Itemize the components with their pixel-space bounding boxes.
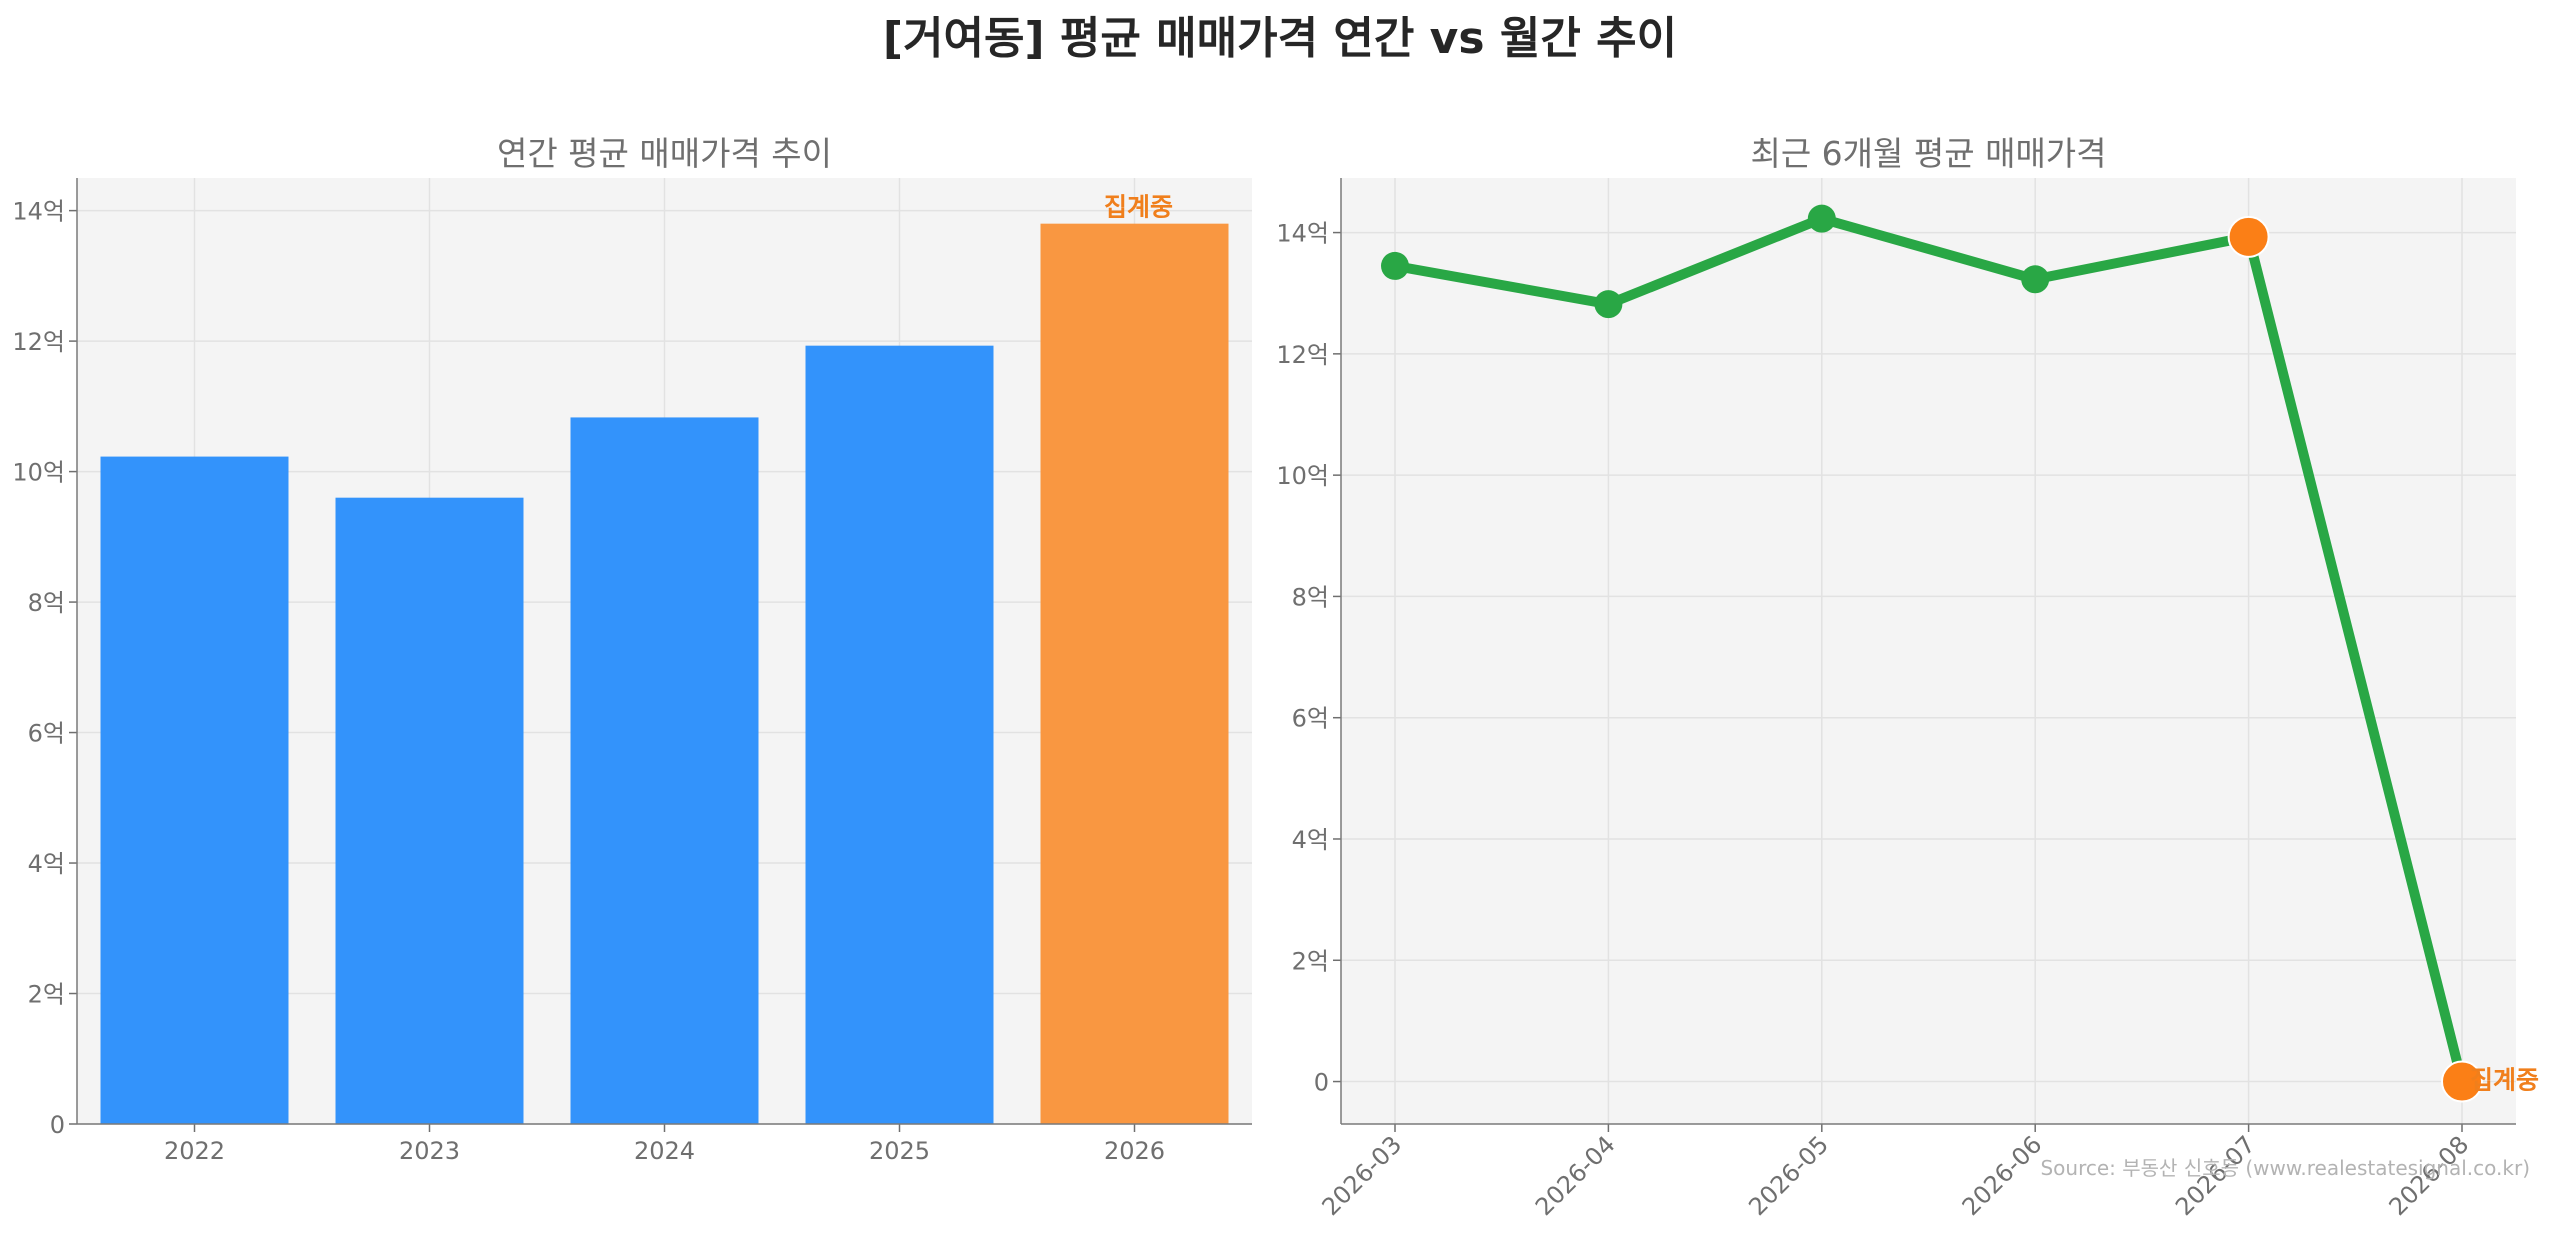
data-point-2026-05 bbox=[1807, 204, 1836, 233]
bar-2022 bbox=[100, 456, 289, 1124]
y-tick-label: 8억 bbox=[1292, 583, 1329, 611]
y-tick-label: 2억 bbox=[1292, 947, 1329, 975]
y-tick-label: 6억 bbox=[1292, 705, 1329, 733]
y-tick-label: 0 bbox=[50, 1111, 65, 1139]
x-tick-label: 2023 bbox=[399, 1137, 460, 1165]
monthly-line-chart: 2026-03 2026-04 2026-05 2026-06 2026-07집계중20… bbox=[1276, 134, 2539, 1221]
annual-bar-chart: 2022 2023 2024 2025 집계중 2026 0 2억 4억 6억 8억 10억 12억 14… bbox=[12, 134, 1252, 1165]
data-point-2026-04 bbox=[1594, 290, 1623, 319]
y-tick-label: 4억 bbox=[28, 850, 65, 878]
y-tick-label: 14억 bbox=[1276, 220, 1329, 248]
y-tick-label: 6억 bbox=[28, 720, 65, 748]
annual-chart-title: 연간 평균 매매가격 추이 bbox=[497, 134, 832, 173]
bar-2026 bbox=[1040, 223, 1229, 1125]
point-status-label: 집계중 bbox=[2470, 1066, 2539, 1095]
x-tick-label: 2026-04 bbox=[1530, 1130, 1621, 1221]
source-credit: Source: 부동산 신호등 (www.realestatesignal.co… bbox=[2040, 1156, 2530, 1180]
x-tick-label: 2026 bbox=[1104, 1137, 1165, 1165]
x-tick-label: 2024 bbox=[634, 1137, 695, 1165]
x-tick-label: 2026-03 bbox=[1317, 1130, 1408, 1221]
plot-background bbox=[1341, 178, 2516, 1124]
monthly-chart-title: 최근 6개월 평균 매매가격 bbox=[1750, 134, 2106, 173]
y-tick-label: 14억 bbox=[12, 198, 65, 226]
bar-status-label: 집계중 bbox=[1104, 193, 1173, 222]
x-tick-label: 2022 bbox=[164, 1137, 225, 1165]
x-tick-label: 2026-05 bbox=[1743, 1130, 1834, 1221]
x-tick-label: 2026-06 bbox=[1957, 1130, 2048, 1221]
y-tick-label: 12억 bbox=[12, 328, 65, 356]
y-tick-label: 12억 bbox=[1276, 341, 1329, 369]
x-tick-label: 2025 bbox=[869, 1137, 930, 1165]
y-tick-label: 10억 bbox=[1276, 462, 1329, 490]
data-point-2026-03 bbox=[1381, 251, 1409, 280]
bar-2025 bbox=[805, 345, 994, 1124]
data-point-2026-07 bbox=[2227, 215, 2270, 258]
y-tick-label: 10억 bbox=[12, 459, 65, 487]
y-tick-label: 0 bbox=[1314, 1069, 1329, 1097]
y-tick-label: 8억 bbox=[28, 589, 65, 617]
data-point-2026-08 bbox=[2441, 1060, 2483, 1103]
bar-2024 bbox=[570, 417, 759, 1124]
y-tick-label: 4억 bbox=[1292, 826, 1329, 854]
series-line bbox=[1394, 213, 2467, 1083]
bar-2023 bbox=[335, 497, 524, 1125]
data-point-2026-06 bbox=[2021, 265, 2050, 294]
chart-main-title: [거여동] 평균 매매가격 연간 vs 월간 추이 bbox=[882, 13, 1678, 64]
y-tick-label: 2억 bbox=[28, 981, 65, 1009]
